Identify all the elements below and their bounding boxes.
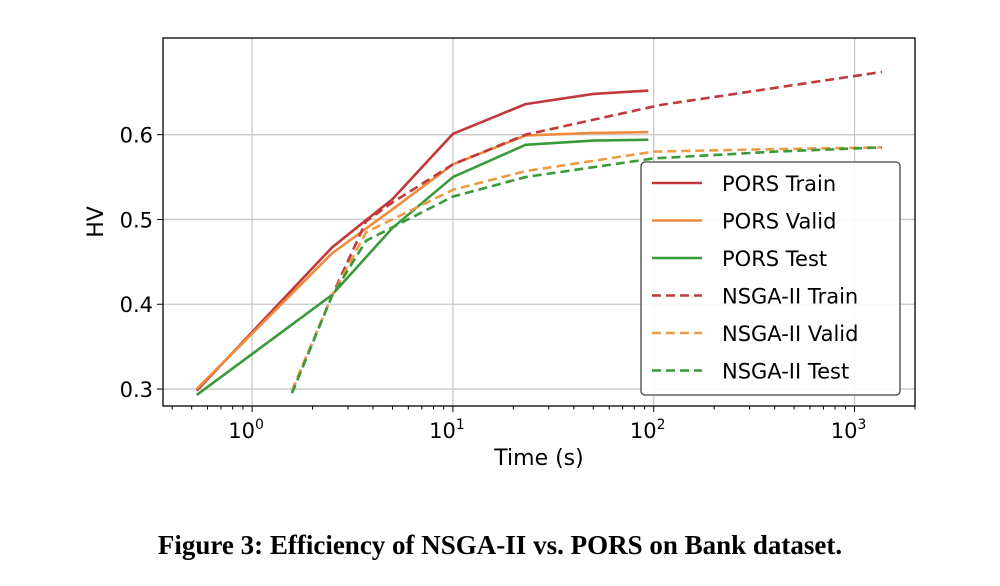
series-line-pors-train bbox=[195, 89, 649, 392]
y-tick-label: 0.3 bbox=[120, 378, 153, 402]
y-axis-label: HV bbox=[84, 206, 109, 238]
legend-label: PORS Test bbox=[722, 247, 827, 271]
legend-label: NSGA-II Valid bbox=[722, 322, 858, 346]
legend-label: PORS Train bbox=[722, 172, 836, 196]
y-tick-label: 0.5 bbox=[120, 208, 153, 232]
plot-frame bbox=[162, 37, 916, 407]
hv-vs-time-chart: 100 101 102 103 0.3 0.4 0.5 0.6 Time (s) HV POR… bbox=[84, 37, 916, 471]
y-tick-label: 0.4 bbox=[120, 293, 153, 317]
legend-label: NSGA-II Test bbox=[722, 360, 849, 384]
series-line-nsga-ii-test bbox=[290, 146, 883, 394]
legend-box bbox=[640, 161, 901, 396]
y-tick-label: 0.6 bbox=[120, 124, 153, 148]
x-tick-label: 103 bbox=[831, 417, 867, 443]
series-line-pors-valid bbox=[195, 130, 649, 390]
x-tick-label: 100 bbox=[228, 417, 264, 443]
series-line-pors-test bbox=[195, 138, 649, 397]
legend: PORS Train PORS Valid PORS Test NSGA-II Tra… bbox=[640, 161, 901, 396]
x-tick-label: 101 bbox=[429, 417, 465, 443]
legend-label: NSGA-II Train bbox=[722, 285, 858, 309]
x-axis-label: Time (s) bbox=[493, 446, 583, 471]
legend-label: PORS Valid bbox=[722, 210, 836, 234]
figure-caption: Figure 3: Efficiency of NSGA-II vs. PORS… bbox=[157, 530, 843, 560]
series-lines bbox=[195, 70, 883, 397]
x-tick-label: 102 bbox=[630, 417, 666, 443]
grid bbox=[163, 38, 915, 406]
